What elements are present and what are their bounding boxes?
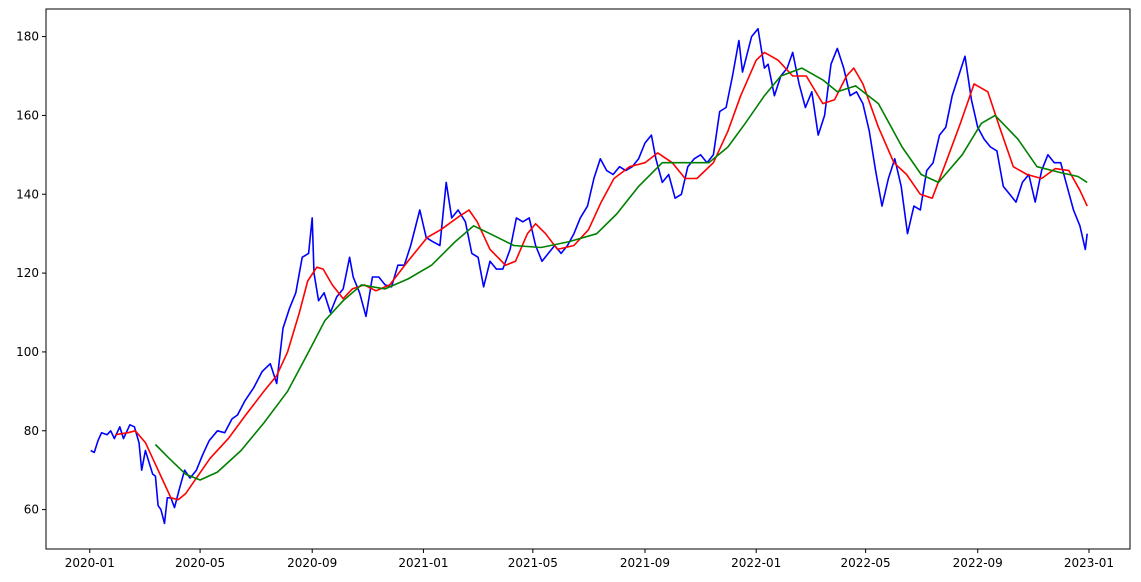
series-line-1 [90, 27, 1088, 525]
x-tick-label: 2023-01 [1064, 556, 1114, 570]
y-tick-label: 140 [16, 187, 39, 201]
x-axis: 2020-01 2020-05 2020-09 2021-01 2021-05 2021-… [65, 549, 1114, 570]
series-line-3 [154, 67, 1088, 481]
plot-frame [45, 8, 1131, 550]
y-tick-label: 80 [24, 424, 39, 438]
x-tick-label: 2022-09 [953, 556, 1003, 570]
x-tick-label: 2022-05 [841, 556, 891, 570]
x-tick-label: 2021-01 [398, 556, 448, 570]
series-layer [90, 27, 1088, 525]
y-tick-label: 100 [16, 345, 39, 359]
y-tick-label: 60 [24, 503, 39, 517]
x-tick-label: 2020-05 [175, 556, 225, 570]
x-tick-label: 2021-09 [620, 556, 670, 570]
x-tick-label: 2021-05 [508, 556, 558, 570]
y-tick-label: 120 [16, 266, 39, 280]
x-tick-label: 2020-09 [287, 556, 337, 570]
y-tick-label: 180 [16, 30, 39, 44]
x-tick-label: 2020-01 [65, 556, 115, 570]
y-axis: 60 80 100 120 140 160 180 [16, 30, 46, 517]
y-tick-label: 160 [16, 108, 39, 122]
series-line-2 [115, 51, 1088, 501]
x-tick-label: 2022-01 [731, 556, 781, 570]
